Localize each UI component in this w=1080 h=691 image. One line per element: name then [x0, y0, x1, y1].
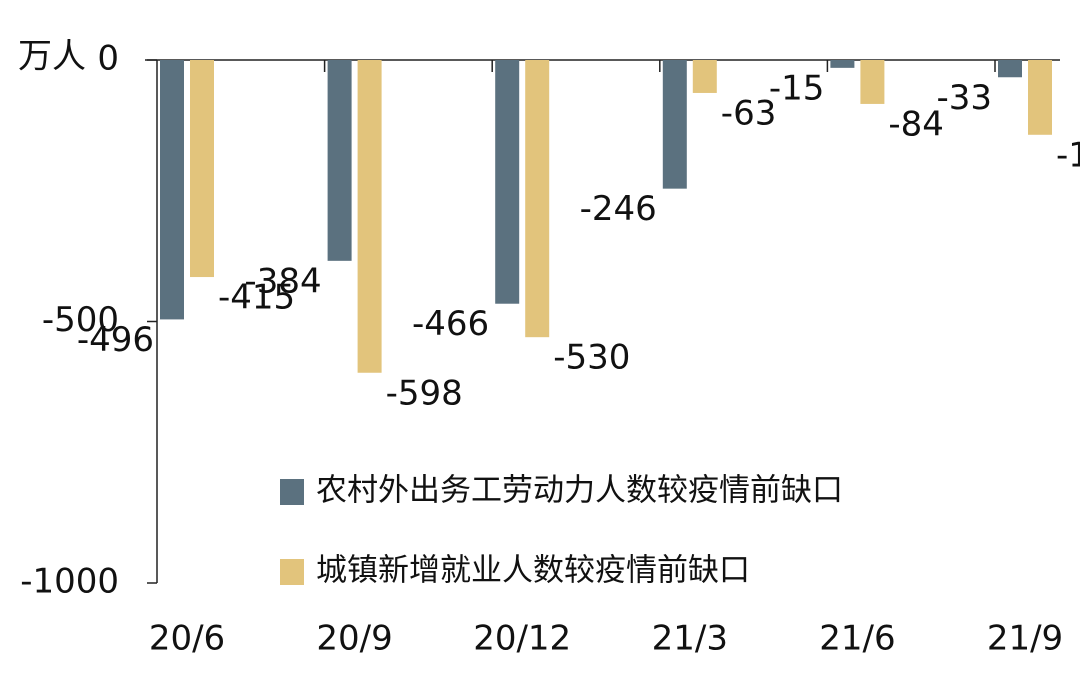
x-tick-label: 20/6	[149, 619, 225, 659]
legend-swatch	[280, 559, 304, 585]
y-tick-label: -1000	[20, 562, 119, 602]
x-tick-label: 21/6	[819, 619, 895, 659]
data-label: -15	[769, 68, 825, 108]
bar	[495, 60, 520, 304]
data-label: -63	[721, 93, 777, 133]
bar	[160, 60, 184, 320]
bar	[662, 60, 687, 189]
x-tick-label: 20/9	[316, 619, 392, 659]
legend-label: 农村外出务工劳动力人数较疫情前缺口	[316, 473, 843, 509]
x-tick-label: 20/12	[473, 619, 571, 659]
bar	[860, 60, 885, 104]
bar	[357, 60, 382, 373]
data-label: -415	[218, 278, 295, 318]
bar	[525, 60, 550, 338]
data-label: -530	[553, 338, 630, 378]
y-axis-label: 万人	[18, 37, 86, 77]
bar	[692, 60, 717, 93]
data-label: -466	[412, 304, 489, 344]
legend-swatch	[280, 479, 304, 505]
y-tick-label: -500	[42, 300, 119, 340]
x-tick-label: 21/9	[987, 619, 1063, 659]
bar	[998, 60, 1022, 78]
y-tick-label: 0	[97, 39, 119, 79]
data-label: -246	[580, 189, 657, 229]
bar	[327, 60, 352, 261]
data-label: -143	[1056, 135, 1080, 175]
data-label: -384	[244, 261, 321, 301]
data-label: -598	[386, 373, 463, 413]
data-label: -496	[77, 320, 154, 360]
legend-label: 城镇新增就业人数较疫情前缺口	[316, 553, 750, 589]
bar	[830, 60, 855, 68]
bar	[1028, 60, 1052, 135]
data-label: -84	[888, 104, 944, 144]
data-label: -33	[936, 78, 992, 118]
x-tick-label: 21/3	[652, 619, 728, 659]
bar	[190, 60, 214, 278]
